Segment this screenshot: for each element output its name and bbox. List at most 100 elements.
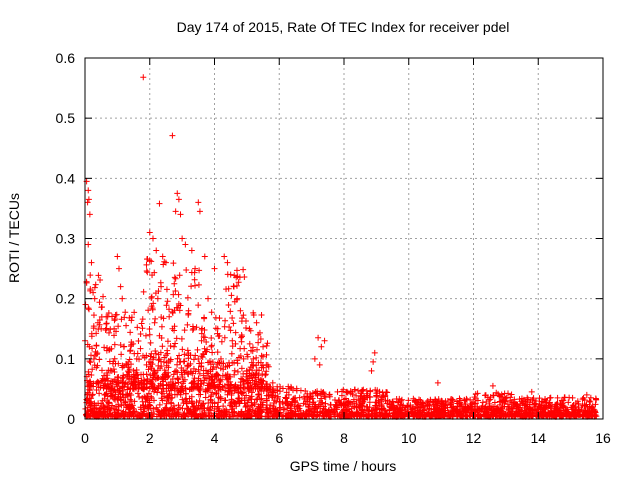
data-point xyxy=(113,328,120,335)
data-point xyxy=(174,355,181,362)
data-point xyxy=(221,334,228,341)
data-point xyxy=(161,367,168,374)
data-point xyxy=(425,410,432,417)
data-point xyxy=(148,350,155,357)
data-point xyxy=(216,381,223,388)
data-point xyxy=(88,259,95,266)
data-point xyxy=(241,385,248,392)
data-point xyxy=(376,388,383,395)
data-point xyxy=(581,403,588,410)
data-point xyxy=(404,412,411,419)
data-point xyxy=(140,401,147,408)
data-point xyxy=(175,406,182,413)
data-point xyxy=(284,413,291,420)
chart-title: Day 174 of 2015, Rate Of TEC Index for r… xyxy=(177,19,510,35)
data-point xyxy=(191,276,198,283)
data-point xyxy=(195,377,202,384)
data-point xyxy=(134,324,141,331)
data-point xyxy=(111,317,118,324)
data-point xyxy=(394,408,401,415)
data-point xyxy=(318,343,325,350)
data-point xyxy=(184,347,191,354)
data-point xyxy=(449,396,456,403)
data-point xyxy=(92,281,99,288)
data-point xyxy=(303,410,310,417)
data-point xyxy=(236,384,243,391)
data-point xyxy=(128,403,135,410)
data-point xyxy=(478,407,485,414)
data-point xyxy=(472,391,479,398)
data-point xyxy=(277,404,284,411)
data-point xyxy=(159,385,166,392)
data-point xyxy=(264,409,271,416)
data-point xyxy=(391,405,398,412)
data-point xyxy=(155,357,162,364)
data-point xyxy=(436,412,443,419)
data-point xyxy=(104,398,111,405)
data-point xyxy=(184,321,191,328)
data-point xyxy=(125,364,132,371)
data-point xyxy=(267,389,274,396)
data-point xyxy=(235,395,242,402)
data-point xyxy=(170,260,177,267)
data-point xyxy=(150,397,157,404)
data-point xyxy=(172,411,179,418)
data-point xyxy=(350,396,357,403)
data-point xyxy=(516,406,523,413)
data-point xyxy=(256,329,263,336)
data-point xyxy=(224,259,231,266)
data-point xyxy=(302,401,309,408)
data-point xyxy=(174,361,181,368)
data-point xyxy=(586,397,593,404)
data-point xyxy=(179,374,186,381)
data-point xyxy=(149,377,156,384)
data-point xyxy=(132,371,139,378)
data-point xyxy=(288,410,295,417)
data-point xyxy=(344,413,351,420)
data-point xyxy=(221,409,228,416)
data-point xyxy=(208,412,215,419)
data-point xyxy=(88,371,95,378)
data-point xyxy=(107,380,114,387)
data-point xyxy=(152,347,159,354)
data-point xyxy=(131,398,138,405)
data-point xyxy=(109,392,116,399)
data-point xyxy=(315,334,322,341)
data-point xyxy=(124,413,131,420)
data-point xyxy=(152,290,159,297)
data-point xyxy=(503,394,510,401)
data-point xyxy=(208,392,215,399)
data-point xyxy=(358,390,365,397)
data-point xyxy=(353,403,360,410)
data-point xyxy=(225,385,232,392)
data-point xyxy=(252,409,259,416)
data-point xyxy=(188,247,195,254)
data-point xyxy=(208,343,215,350)
data-point xyxy=(163,382,170,389)
data-point xyxy=(450,409,457,416)
data-point xyxy=(173,367,180,374)
data-point xyxy=(372,411,379,418)
data-point xyxy=(304,390,311,397)
data-point xyxy=(238,397,245,404)
data-point xyxy=(90,325,97,332)
data-point xyxy=(587,405,594,412)
data-point xyxy=(508,399,515,406)
data-point xyxy=(121,314,128,321)
data-point xyxy=(198,337,205,344)
data-point xyxy=(542,405,549,412)
data-point xyxy=(147,353,154,360)
data-point xyxy=(85,187,92,194)
data-point xyxy=(95,272,102,279)
data-point xyxy=(233,403,240,410)
data-point xyxy=(251,380,258,387)
data-point xyxy=(167,342,174,349)
data-point xyxy=(179,405,186,412)
data-point xyxy=(129,385,136,392)
data-point xyxy=(249,344,256,351)
data-point xyxy=(318,395,325,402)
data-point xyxy=(284,405,291,412)
data-point xyxy=(202,374,209,381)
data-point xyxy=(195,302,202,309)
data-point xyxy=(575,400,582,407)
